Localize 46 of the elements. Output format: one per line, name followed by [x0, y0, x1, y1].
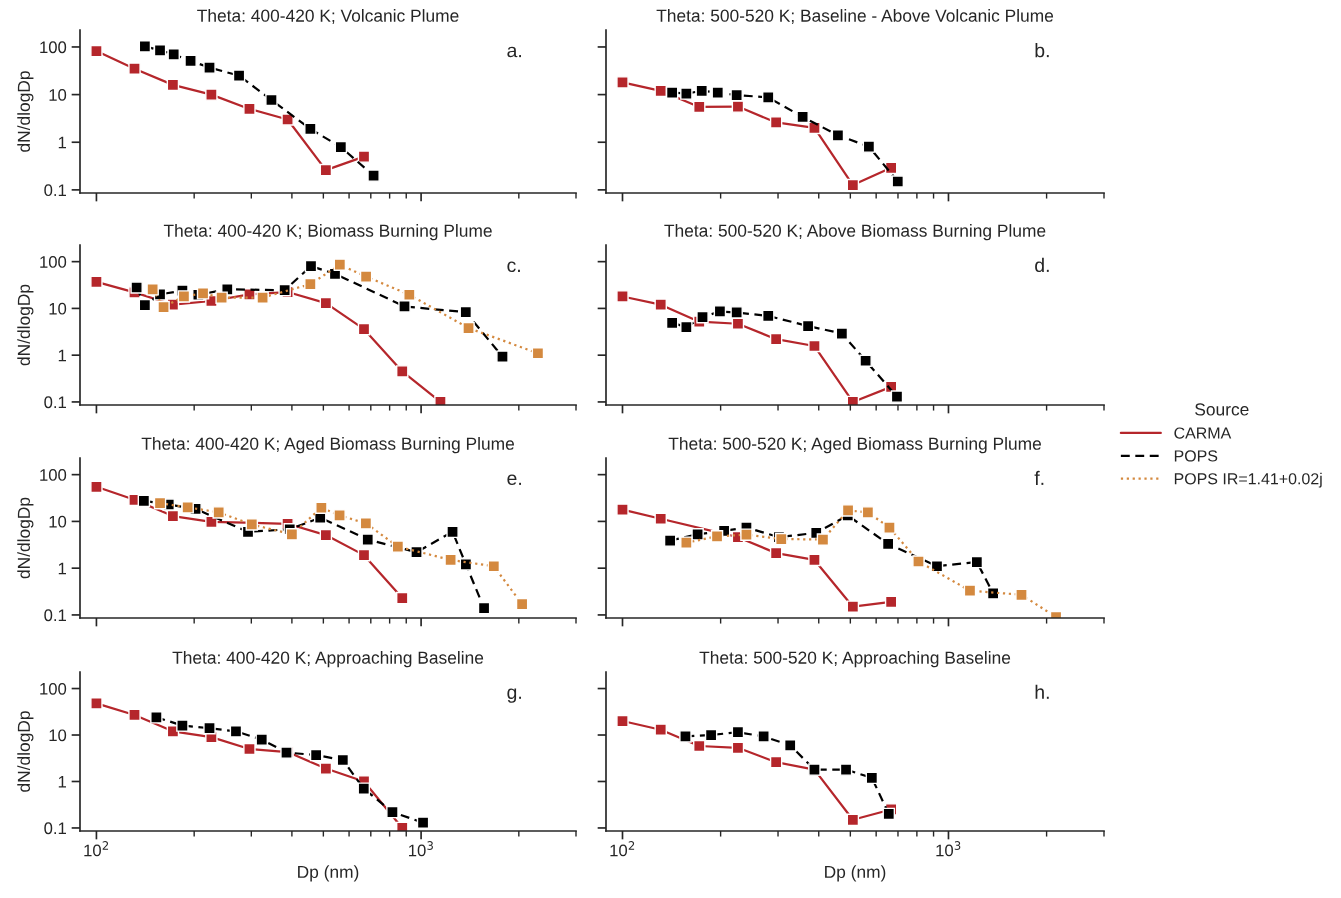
legend-label: POPS IR=1.41+0.02j [1174, 472, 1322, 488]
chart-title: Theta: 500-520 K; Aged Biomass Burning Plume [668, 437, 1041, 454]
y-tick-label: 0.1 [44, 396, 66, 409]
legend-title: Source [1195, 403, 1249, 416]
y-tick-label: 100 [40, 682, 67, 695]
annotation: g. [507, 688, 521, 703]
y-axis-title: dN/dlogDp [17, 711, 34, 792]
legend-label: POPS [1174, 450, 1218, 462]
x-tick-label: 10$^{2}$ [610, 841, 635, 857]
chart-title: Theta: 500-520 K; Above Biomass Burning Plume [664, 224, 1046, 241]
legend-label: CARMA [1174, 427, 1232, 439]
y-tick-label: 1 [58, 349, 66, 362]
annotation: d. [1035, 257, 1049, 273]
annotation: a. [507, 46, 521, 58]
chart-title: Theta: 500-520 K; Baseline - Above Volcanic Plume [656, 9, 1054, 24]
y-tick-label: 10 [49, 89, 67, 101]
y-axis-title: dN/dlogDp [17, 497, 34, 579]
x-tick-label: 10$^{3}$ [409, 841, 433, 857]
y-tick-label: 0.1 [44, 609, 66, 622]
y-tick-label: 1 [58, 776, 66, 788]
x-axis-title: Dp (nm) [298, 865, 359, 882]
x-axis-title: Dp (nm) [825, 865, 886, 882]
x-tick-label: 10$^{2}$ [84, 841, 109, 857]
y-tick-label: 100 [40, 256, 67, 268]
y-axis-title: dN/dlogDp [17, 71, 34, 152]
annotation: e. [507, 474, 521, 486]
y-tick-label: 0.1 [44, 184, 66, 197]
y-tick-label: 0.1 [44, 822, 66, 835]
annotation: b. [1035, 43, 1049, 58]
y-tick-label: 1 [58, 136, 66, 149]
y-tick-label: 100 [40, 469, 67, 481]
annotation: h. [1035, 684, 1049, 699]
chart-title: Theta: 400-420 K; Approaching Baseline [172, 651, 484, 668]
y-tick-label: 100 [40, 41, 67, 54]
x-tick-label: 10$^{3}$ [936, 841, 961, 857]
chart-title: Theta: 400-420 K; Aged Biomass Burning Plume [141, 437, 514, 454]
chart-title: Theta: 400-420 K; Volcanic Plume [197, 9, 459, 24]
y-tick-label: 1 [58, 562, 66, 575]
y-tick-label: 10 [49, 729, 67, 742]
y-tick-label: 10 [49, 302, 67, 315]
y-tick-label: 10 [49, 515, 67, 528]
annotation: c. [507, 261, 520, 273]
y-axis-title: dN/dlogDp [17, 284, 34, 366]
chart-title: Theta: 400-420 K; Biomass Burning Plume [163, 224, 492, 241]
annotation: f. [1034, 470, 1044, 485]
chart-title: Theta: 500-520 K; Approaching Baseline [699, 651, 1011, 668]
